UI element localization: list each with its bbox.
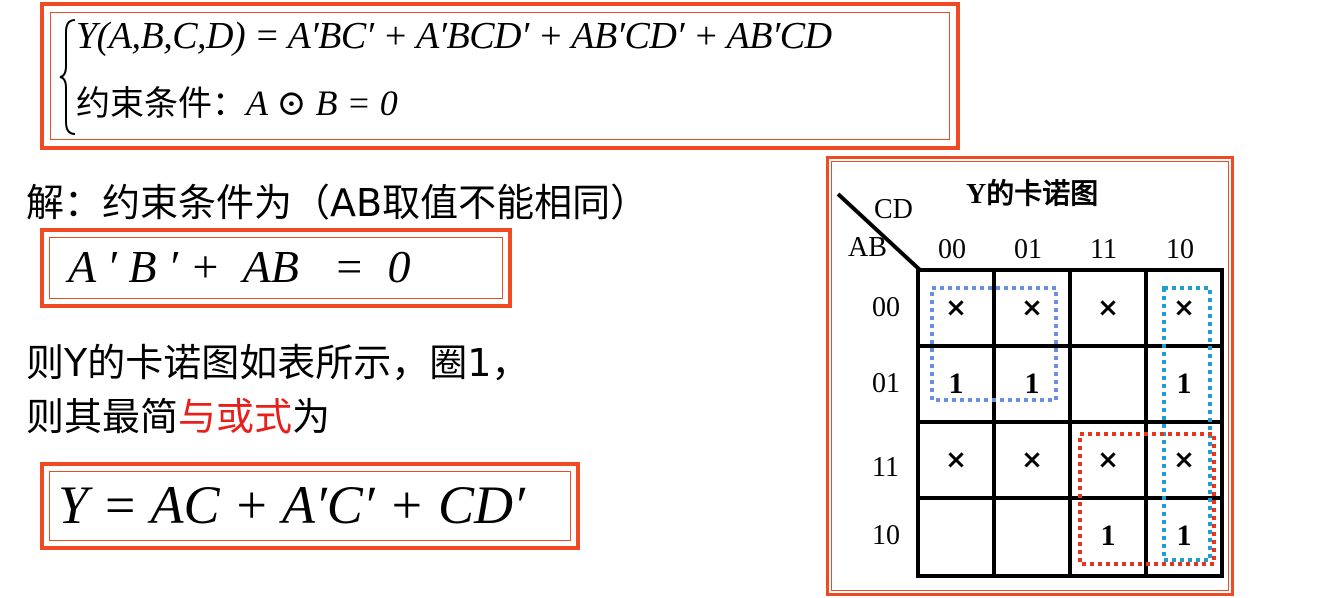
- col-header: 00: [938, 234, 966, 265]
- equation-line-1: Y(A,B,C,D) = A′BC′ + A′BCD′ + AB′CD′ + A…: [76, 15, 832, 57]
- equation-line-2: 约束条件：A ⊙ B = 0: [76, 76, 398, 125]
- equation-box: Y(A,B,C,D) = A′BC′ + A′BCD′ + AB′CD′ + A…: [40, 2, 960, 150]
- col-header: 11: [1090, 234, 1117, 265]
- highlight-sop: 与或式: [178, 395, 293, 439]
- kmap-grid: [916, 268, 1224, 578]
- kmap-cell: 1: [1176, 519, 1192, 552]
- constraint-expression: A ⊙ B = 0: [246, 83, 398, 123]
- row-header: 10: [872, 520, 900, 551]
- row-header: 01: [872, 368, 900, 399]
- row-variable-label: AB: [848, 232, 887, 263]
- kmap-cell: ×: [1097, 445, 1119, 475]
- col-header: 10: [1166, 234, 1194, 265]
- group-cyan: [1162, 286, 1212, 562]
- result-box: Y = AC + A′C′ + CD′: [40, 462, 580, 550]
- result-formula: Y = AC + A′C′ + CD′: [58, 475, 525, 535]
- paragraph-line-1: 则Y的卡诺图如表所示，圈1，: [26, 341, 530, 385]
- left-brace: [59, 19, 76, 135]
- col-header: 01: [1014, 234, 1042, 265]
- karnaugh-map: Y的卡诺图 CD AB 00 01 11 10 00 01 11 10 × × × ×…: [826, 156, 1234, 596]
- kmap-cell: ×: [1021, 293, 1043, 323]
- kmap-title: Y的卡诺图: [966, 179, 1099, 210]
- kmap-cell: ×: [945, 293, 967, 323]
- row-header: 11: [872, 452, 899, 483]
- constraint-label: 约束条件：: [76, 84, 246, 124]
- kmap-cell: ×: [1173, 445, 1195, 475]
- kmap-groups: [930, 286, 1216, 566]
- kmap-cell: 1: [948, 367, 964, 400]
- kmap-cell: 1: [1176, 367, 1192, 400]
- col-variable-label: CD: [874, 194, 913, 225]
- paragraph-line-2-start: 则其最简: [26, 395, 179, 439]
- kmap-cell: ×: [1021, 445, 1043, 475]
- kmap-cell: ×: [945, 445, 967, 475]
- constraint-formula: A ′ B ′ + AB = 0: [68, 241, 411, 292]
- kmap-cell: ×: [1097, 293, 1119, 323]
- paragraph-line-2: 则其最简与或式为: [26, 386, 330, 441]
- kmap-cell: 1: [1024, 367, 1040, 400]
- row-header: 00: [872, 292, 900, 323]
- kmap-cell: 1: [1100, 519, 1116, 552]
- kmap-corner-diagonal: [836, 192, 922, 272]
- solution-intro: 解：约束条件为（AB取值不能相同）: [26, 181, 649, 225]
- constraint-box: A ′ B ′ + AB = 0: [40, 228, 512, 308]
- paragraph-line-2-end: 为: [292, 395, 331, 439]
- kmap-cell: ×: [1173, 293, 1195, 323]
- group-red: [1078, 432, 1216, 566]
- group-blue: [930, 286, 1058, 402]
